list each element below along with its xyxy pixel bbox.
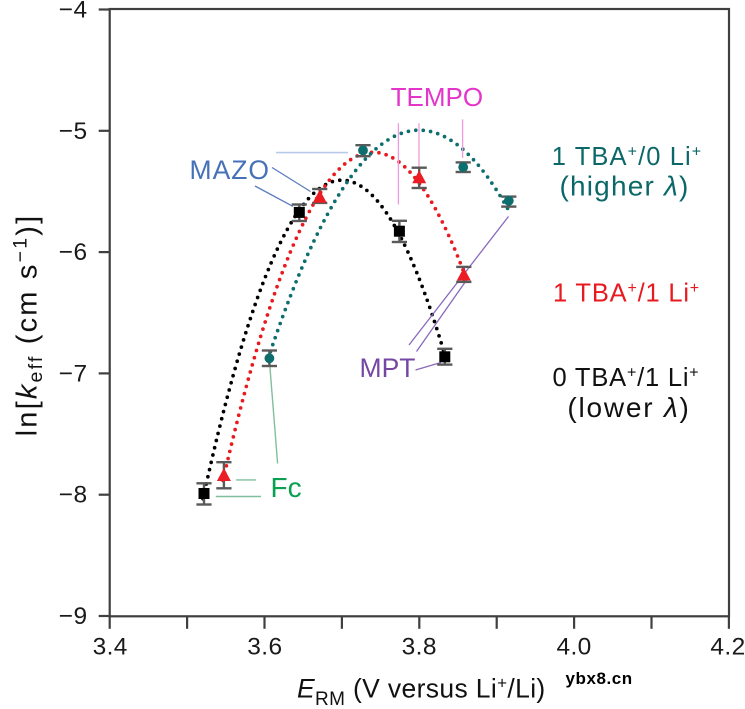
svg-text:(lower λ): (lower λ)	[567, 392, 690, 423]
svg-text:−9: −9	[59, 603, 88, 630]
svg-text:Fc: Fc	[271, 472, 302, 503]
svg-text:1 TBA+/0 Li+: 1 TBA+/0 Li+	[552, 143, 703, 171]
svg-text:−4: −4	[59, 0, 88, 24]
svg-text:0 TBA+/1 Li+: 0 TBA+/1 Li+	[553, 364, 700, 392]
svg-text:(higher λ): (higher λ)	[559, 171, 689, 202]
svg-text:TEMPO: TEMPO	[391, 82, 483, 112]
svg-text:ybx8.cn: ybx8.cn	[566, 669, 633, 688]
svg-text:−8: −8	[59, 482, 88, 509]
svg-text:1 TBA+/1 Li+: 1 TBA+/1 Li+	[553, 280, 700, 308]
svg-text:3.6: 3.6	[247, 634, 282, 661]
svg-text:−7: −7	[59, 360, 88, 387]
svg-text:4.0: 4.0	[556, 634, 591, 661]
svg-text:MAZO: MAZO	[190, 155, 271, 185]
svg-text:MPT: MPT	[360, 353, 416, 383]
svg-text:−6: −6	[59, 239, 88, 266]
svg-text:ERM (V versus Li+/Li): ERM (V versus Li+/Li)	[297, 674, 546, 709]
svg-text:3.4: 3.4	[93, 634, 128, 661]
svg-text:3.8: 3.8	[402, 634, 437, 661]
svg-text:4.2: 4.2	[710, 634, 745, 661]
svg-text:−5: −5	[59, 118, 88, 145]
